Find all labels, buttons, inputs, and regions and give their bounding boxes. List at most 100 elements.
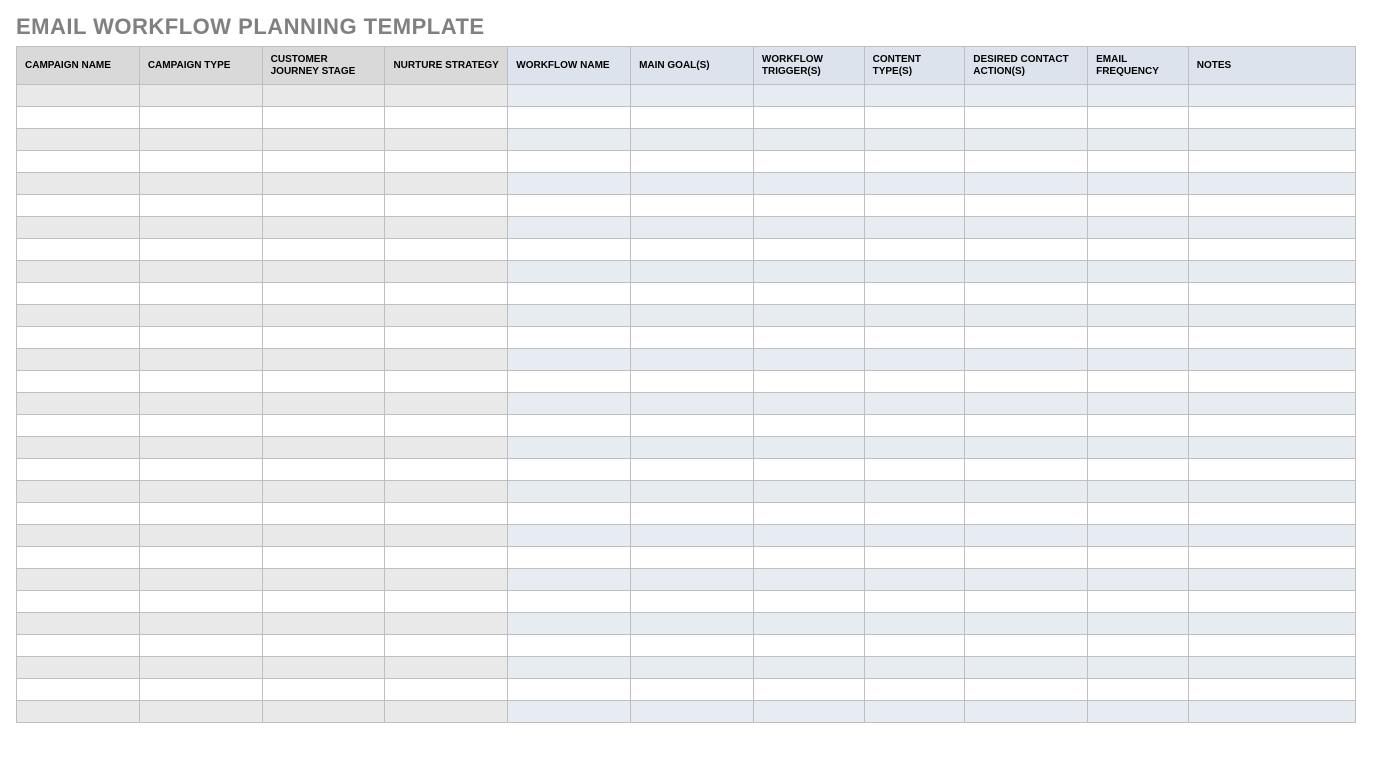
table-cell[interactable] xyxy=(508,613,631,635)
table-cell[interactable] xyxy=(262,173,385,195)
table-cell[interactable] xyxy=(508,635,631,657)
table-cell[interactable] xyxy=(1088,195,1189,217)
table-cell[interactable] xyxy=(753,393,864,415)
table-cell[interactable] xyxy=(965,371,1088,393)
table-cell[interactable] xyxy=(631,239,754,261)
table-cell[interactable] xyxy=(17,85,140,107)
table-cell[interactable] xyxy=(753,569,864,591)
table-cell[interactable] xyxy=(17,657,140,679)
table-cell[interactable] xyxy=(753,547,864,569)
table-cell[interactable] xyxy=(385,569,508,591)
table-cell[interactable] xyxy=(1088,415,1189,437)
table-cell[interactable] xyxy=(139,151,262,173)
table-cell[interactable] xyxy=(631,591,754,613)
table-cell[interactable] xyxy=(864,525,965,547)
table-cell[interactable] xyxy=(385,415,508,437)
table-cell[interactable] xyxy=(1088,349,1189,371)
table-cell[interactable] xyxy=(139,635,262,657)
table-cell[interactable] xyxy=(262,327,385,349)
table-cell[interactable] xyxy=(262,305,385,327)
table-cell[interactable] xyxy=(508,349,631,371)
table-cell[interactable] xyxy=(864,261,965,283)
table-cell[interactable] xyxy=(1188,569,1355,591)
table-cell[interactable] xyxy=(508,195,631,217)
table-cell[interactable] xyxy=(864,283,965,305)
table-cell[interactable] xyxy=(631,327,754,349)
table-cell[interactable] xyxy=(753,217,864,239)
table-cell[interactable] xyxy=(262,701,385,723)
table-cell[interactable] xyxy=(753,349,864,371)
table-cell[interactable] xyxy=(262,85,385,107)
table-cell[interactable] xyxy=(385,679,508,701)
table-cell[interactable] xyxy=(508,437,631,459)
table-cell[interactable] xyxy=(1088,393,1189,415)
table-cell[interactable] xyxy=(1188,107,1355,129)
table-cell[interactable] xyxy=(385,393,508,415)
table-cell[interactable] xyxy=(1088,459,1189,481)
table-cell[interactable] xyxy=(1188,217,1355,239)
table-cell[interactable] xyxy=(965,239,1088,261)
table-cell[interactable] xyxy=(631,371,754,393)
table-cell[interactable] xyxy=(139,591,262,613)
table-cell[interactable] xyxy=(965,569,1088,591)
table-cell[interactable] xyxy=(262,459,385,481)
table-cell[interactable] xyxy=(1188,459,1355,481)
table-cell[interactable] xyxy=(1088,701,1189,723)
table-cell[interactable] xyxy=(262,635,385,657)
table-cell[interactable] xyxy=(753,173,864,195)
table-cell[interactable] xyxy=(965,327,1088,349)
table-cell[interactable] xyxy=(965,195,1088,217)
table-cell[interactable] xyxy=(508,107,631,129)
table-cell[interactable] xyxy=(508,525,631,547)
table-cell[interactable] xyxy=(17,261,140,283)
table-cell[interactable] xyxy=(631,547,754,569)
table-cell[interactable] xyxy=(17,481,140,503)
table-cell[interactable] xyxy=(753,525,864,547)
table-cell[interactable] xyxy=(753,151,864,173)
table-cell[interactable] xyxy=(139,261,262,283)
table-cell[interactable] xyxy=(139,481,262,503)
table-cell[interactable] xyxy=(1188,305,1355,327)
table-cell[interactable] xyxy=(262,569,385,591)
table-cell[interactable] xyxy=(1088,151,1189,173)
table-cell[interactable] xyxy=(965,481,1088,503)
table-cell[interactable] xyxy=(753,437,864,459)
table-cell[interactable] xyxy=(631,173,754,195)
table-cell[interactable] xyxy=(508,261,631,283)
table-cell[interactable] xyxy=(139,657,262,679)
table-cell[interactable] xyxy=(508,547,631,569)
table-cell[interactable] xyxy=(508,657,631,679)
table-cell[interactable] xyxy=(631,503,754,525)
table-cell[interactable] xyxy=(631,679,754,701)
table-cell[interactable] xyxy=(385,701,508,723)
table-cell[interactable] xyxy=(753,701,864,723)
table-cell[interactable] xyxy=(1188,85,1355,107)
table-cell[interactable] xyxy=(139,679,262,701)
table-cell[interactable] xyxy=(1088,129,1189,151)
table-cell[interactable] xyxy=(631,151,754,173)
table-cell[interactable] xyxy=(385,437,508,459)
table-cell[interactable] xyxy=(1188,635,1355,657)
table-cell[interactable] xyxy=(139,393,262,415)
table-cell[interactable] xyxy=(508,393,631,415)
table-cell[interactable] xyxy=(753,85,864,107)
table-cell[interactable] xyxy=(1188,327,1355,349)
table-cell[interactable] xyxy=(262,261,385,283)
table-cell[interactable] xyxy=(965,261,1088,283)
table-cell[interactable] xyxy=(508,239,631,261)
table-cell[interactable] xyxy=(262,613,385,635)
table-cell[interactable] xyxy=(508,371,631,393)
table-cell[interactable] xyxy=(864,151,965,173)
table-cell[interactable] xyxy=(1088,217,1189,239)
table-cell[interactable] xyxy=(753,613,864,635)
table-cell[interactable] xyxy=(17,415,140,437)
table-cell[interactable] xyxy=(139,701,262,723)
table-cell[interactable] xyxy=(17,569,140,591)
table-cell[interactable] xyxy=(965,129,1088,151)
table-cell[interactable] xyxy=(864,239,965,261)
table-cell[interactable] xyxy=(139,239,262,261)
table-cell[interactable] xyxy=(631,569,754,591)
table-cell[interactable] xyxy=(385,173,508,195)
table-cell[interactable] xyxy=(385,591,508,613)
table-cell[interactable] xyxy=(262,151,385,173)
